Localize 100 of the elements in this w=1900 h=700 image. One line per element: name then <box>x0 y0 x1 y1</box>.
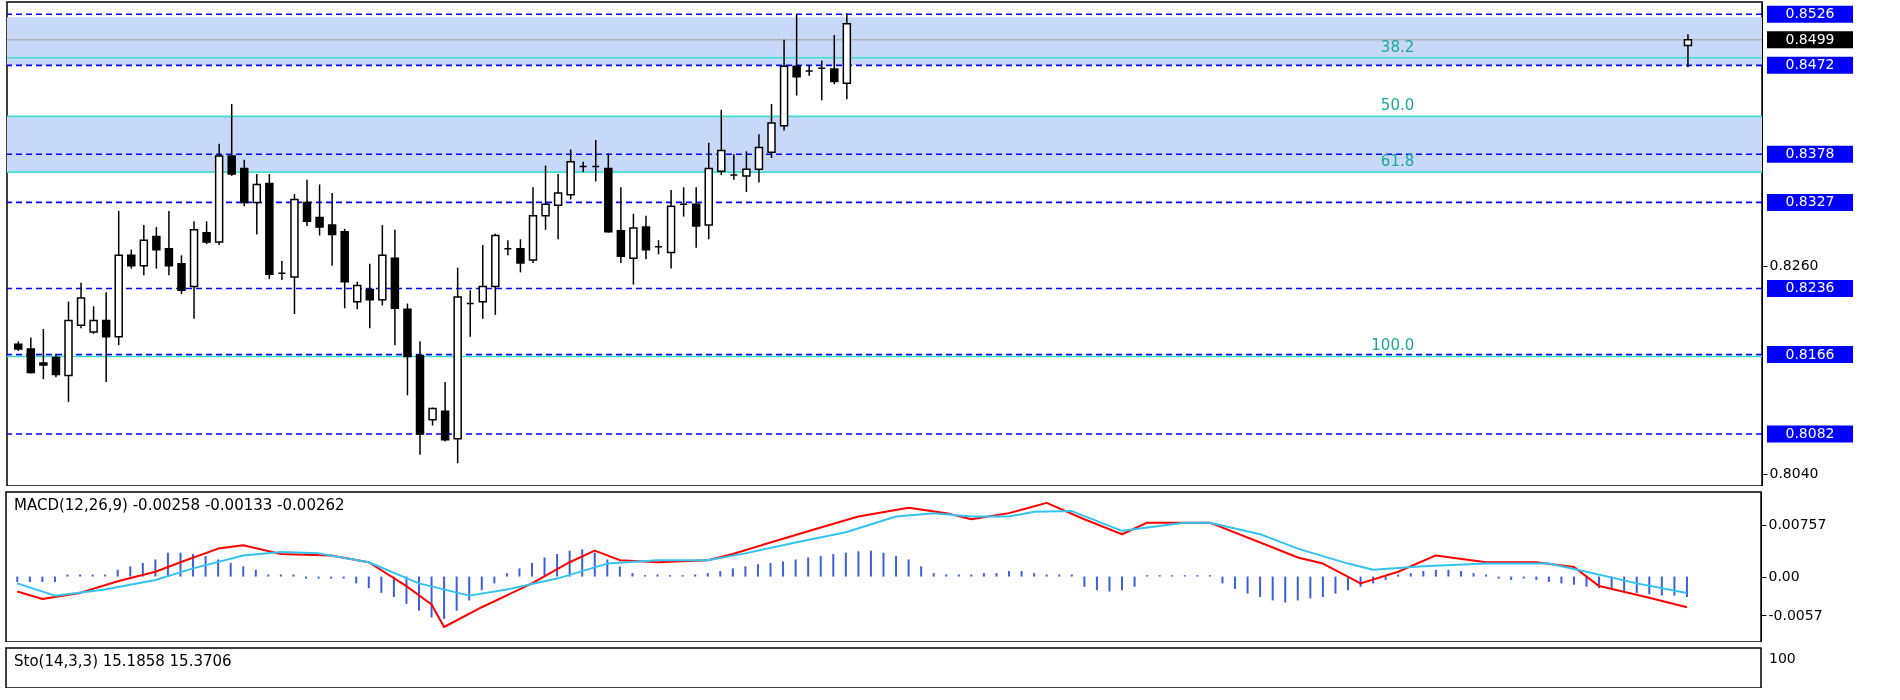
bar <box>932 573 935 577</box>
candlestick <box>754 133 764 184</box>
candlestick <box>792 13 801 97</box>
ref-line-label: 0.8236 <box>1785 279 1835 296</box>
candlestick <box>101 291 111 383</box>
candlestick <box>164 210 174 276</box>
annotation: 50.0 <box>1380 96 1415 115</box>
ref-line-label: 0.8472 <box>1785 56 1835 73</box>
bar <box>694 574 697 577</box>
candlestick <box>691 186 701 249</box>
y-tick-label: 0.8260 <box>1769 257 1819 274</box>
bar <box>342 576 345 579</box>
bar <box>279 574 282 577</box>
text: Sto(14,3,3) 15.1858 15.3706 <box>14 652 232 670</box>
bar <box>1083 576 1086 587</box>
bar <box>832 554 835 577</box>
bar <box>1434 569 1437 577</box>
candlestick <box>641 214 651 260</box>
candlestick <box>152 226 161 270</box>
bar <box>480 576 483 591</box>
bar <box>1133 576 1136 587</box>
bar <box>1685 576 1688 597</box>
bar <box>782 561 785 577</box>
bar <box>254 569 257 577</box>
bar <box>28 576 31 582</box>
bar <box>1070 574 1073 577</box>
bar <box>631 573 634 577</box>
ref-line-label: 0.8166 <box>1785 345 1835 362</box>
candlestick <box>478 244 488 320</box>
candlestick <box>742 150 751 193</box>
bar <box>267 574 270 577</box>
bar <box>229 562 232 577</box>
bar <box>330 576 333 579</box>
bar <box>380 576 383 593</box>
bar <box>794 559 797 577</box>
y-tick-label: 0.00 <box>1768 568 1800 585</box>
candlestick <box>89 305 98 335</box>
candlestick <box>553 173 563 241</box>
bar <box>455 576 458 611</box>
bar <box>1246 576 1249 594</box>
candlestick <box>830 34 839 85</box>
bar <box>756 564 759 577</box>
bar <box>53 576 56 582</box>
bar <box>882 552 885 577</box>
chart-title: MACD(12,26,9) -0.00258 -0.00133 -0.00262 <box>14 496 345 514</box>
bar <box>706 573 709 577</box>
candlestick <box>202 220 211 245</box>
bar <box>292 574 295 577</box>
bar <box>79 574 82 577</box>
ref-line-label: 0.8082 <box>1785 425 1835 442</box>
bar <box>505 573 508 577</box>
bar <box>91 574 94 577</box>
bar <box>1271 576 1274 601</box>
bar <box>1259 576 1262 597</box>
bar <box>819 556 822 577</box>
bar <box>769 562 772 577</box>
bar <box>857 551 860 577</box>
bar <box>731 568 734 577</box>
candlestick <box>227 103 236 177</box>
bar <box>807 557 810 577</box>
bar <box>530 562 533 577</box>
bar <box>719 571 722 577</box>
bar <box>1020 571 1023 577</box>
y-tick-label: 0.8040 <box>1769 465 1819 482</box>
ref-line-label: 0.8327 <box>1785 193 1835 210</box>
bar <box>957 574 960 577</box>
bar <box>1121 576 1124 591</box>
bar <box>907 559 910 577</box>
bar <box>518 568 521 577</box>
bar <box>41 576 44 582</box>
bar <box>1108 576 1111 592</box>
bar <box>656 574 659 577</box>
candlestick <box>127 248 136 270</box>
bar <box>129 566 132 577</box>
bar <box>1422 571 1425 577</box>
bar <box>1409 573 1412 577</box>
bar <box>744 566 747 577</box>
bar <box>16 576 19 582</box>
bar <box>1284 576 1287 603</box>
bar <box>367 576 370 589</box>
bar <box>1572 576 1575 585</box>
ref-line-label: 0.8378 <box>1785 145 1835 162</box>
bar <box>1472 573 1475 577</box>
bar <box>1522 576 1525 579</box>
candlestick <box>541 164 550 231</box>
bar <box>982 573 985 577</box>
bar <box>1296 576 1299 601</box>
bar <box>920 566 923 577</box>
bar <box>116 569 119 577</box>
candlestick <box>327 192 337 267</box>
bar <box>1397 574 1400 577</box>
bar <box>242 566 245 577</box>
bar <box>995 573 998 577</box>
bar <box>945 574 948 577</box>
candlestick <box>516 238 525 274</box>
candlestick <box>302 178 312 227</box>
bar <box>1008 571 1011 577</box>
ref-line-label: 0.8499 <box>1785 30 1835 47</box>
text: 100 <box>1769 650 1796 666</box>
annotation: 61.8 <box>1380 152 1415 171</box>
